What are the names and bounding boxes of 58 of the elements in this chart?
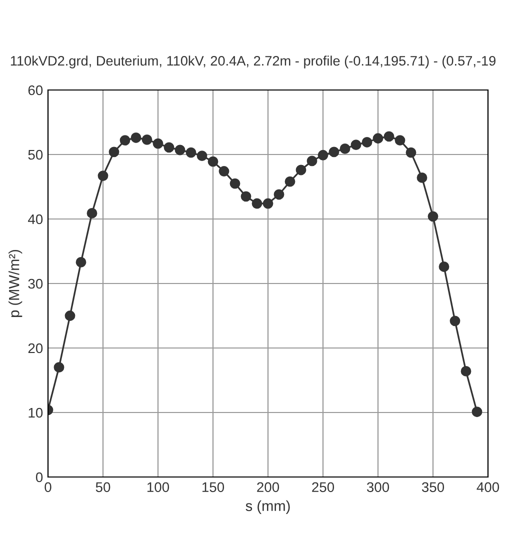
x-tick-label: 400 — [476, 482, 500, 492]
point — [120, 135, 130, 146]
y-tick-label: 60 — [28, 85, 43, 96]
y-tick-label: 30 — [28, 278, 43, 289]
chart-title: 110kVD2.grd, Deuterium, 110kV, 20.4A, 2.72m - profile (-0.14,195.71) - (0.57,-19 — [10, 56, 496, 68]
y-tick-label: 50 — [28, 150, 43, 160]
point — [362, 137, 372, 148]
point — [196, 150, 208, 161]
point — [450, 316, 460, 326]
point — [328, 146, 340, 158]
x-tick-label: 150 — [202, 482, 224, 492]
y-axis-title: p (MW/m²) — [8, 250, 22, 317]
point — [76, 257, 86, 268]
point — [384, 131, 394, 142]
x-tick-label: 100 — [147, 482, 170, 492]
point — [98, 170, 108, 181]
point — [142, 134, 152, 145]
point — [350, 140, 362, 150]
point — [252, 198, 262, 209]
point — [54, 362, 64, 373]
point — [230, 178, 240, 189]
point — [438, 262, 450, 272]
x-tick-label: 50 — [96, 482, 110, 492]
point — [406, 147, 416, 158]
point — [274, 189, 284, 200]
point — [218, 166, 230, 176]
x-tick-label: 300 — [366, 482, 390, 492]
point — [394, 135, 406, 146]
point — [372, 133, 384, 144]
point — [130, 132, 142, 143]
point — [416, 172, 428, 183]
point — [262, 198, 274, 209]
point — [64, 310, 76, 321]
point — [174, 144, 186, 156]
point — [208, 156, 218, 167]
x-tick-label: 0 — [44, 482, 52, 492]
y-tick-label: 20 — [28, 343, 43, 354]
y-tick-label: 40 — [28, 214, 43, 224]
point — [240, 191, 252, 202]
point — [296, 164, 306, 176]
point — [284, 176, 296, 187]
x-axis-title: s (mm) — [246, 500, 290, 514]
point — [460, 366, 472, 376]
point — [306, 156, 318, 166]
point — [340, 143, 350, 154]
x-tick-label: 250 — [312, 482, 334, 492]
point — [164, 142, 174, 153]
y-tick-label: 10 — [28, 408, 43, 418]
point — [108, 146, 120, 158]
point — [318, 150, 328, 160]
point — [472, 406, 482, 418]
y-tick-label: 0 — [36, 472, 43, 482]
point — [152, 138, 164, 149]
x-tick-label: 350 — [422, 482, 444, 492]
point — [428, 211, 438, 222]
x-tick-label: 200 — [257, 482, 280, 492]
point — [86, 208, 98, 218]
point — [186, 147, 196, 158]
